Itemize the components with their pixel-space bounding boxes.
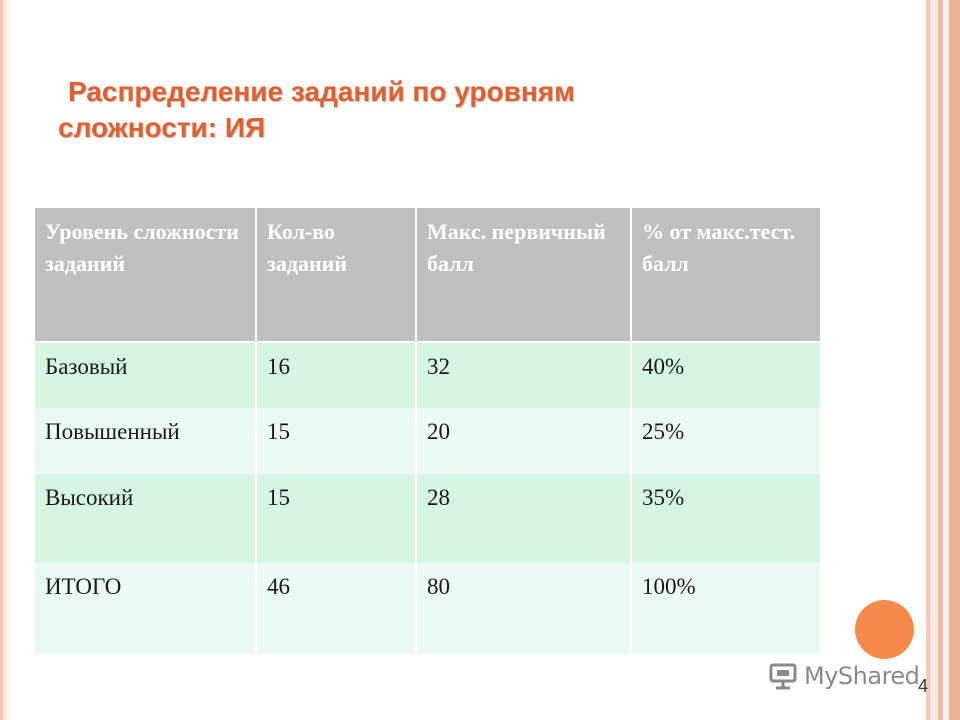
slide-number: 4 [918, 676, 929, 696]
cell-max-score: 20 [416, 408, 632, 474]
cell-count: 16 [256, 342, 417, 408]
cell-level: Повышенный [35, 408, 257, 474]
cell-level: ИТОГО [35, 563, 257, 654]
slide-title-line-1: Распределение заданий по уровням [68, 76, 575, 107]
cell-percent: 35% [631, 474, 822, 563]
slide-title: Распределение заданий по уровням сложнос… [58, 74, 698, 146]
header-cell-percent: % от макс.тест. балл [631, 208, 822, 343]
header-cell-count: Кол-во заданий [256, 208, 417, 343]
cell-count: 46 [256, 563, 417, 654]
table-row: Высокий 15 28 35% [35, 474, 822, 563]
header-cell-max-score: Макс. первичный балл [416, 208, 632, 343]
cell-max-score: 32 [416, 342, 632, 408]
cell-max-score: 80 [416, 563, 632, 654]
cell-percent: 25% [631, 408, 822, 474]
cell-percent: 100% [631, 563, 822, 654]
table-row-total: ИТОГО 46 80 100% [35, 563, 822, 654]
watermark-text: MyShared [804, 662, 920, 690]
header-cell-level: Уровень сложности заданий [35, 208, 257, 343]
slide-title-line-2: сложности: ИЯ [58, 112, 266, 143]
watermark-logo: MyShared [768, 658, 920, 694]
difficulty-table: Уровень сложности заданий Кол-во заданий… [35, 208, 822, 654]
cell-count: 15 [256, 408, 417, 474]
table-row: Повышенный 15 20 25% [35, 408, 822, 474]
cell-level: Высокий [35, 474, 257, 563]
decorative-circle [855, 600, 914, 659]
table-header-row: Уровень сложности заданий Кол-во заданий… [35, 208, 822, 343]
table-row: Базовый 16 32 40% [35, 342, 822, 408]
slide-frame-left [0, 0, 12, 720]
presentation-board-icon [769, 663, 797, 690]
cell-level: Базовый [35, 342, 257, 408]
slide-frame-right [916, 0, 960, 720]
cell-percent: 40% [631, 342, 822, 408]
cell-max-score: 28 [416, 474, 632, 563]
cell-count: 15 [256, 474, 417, 563]
